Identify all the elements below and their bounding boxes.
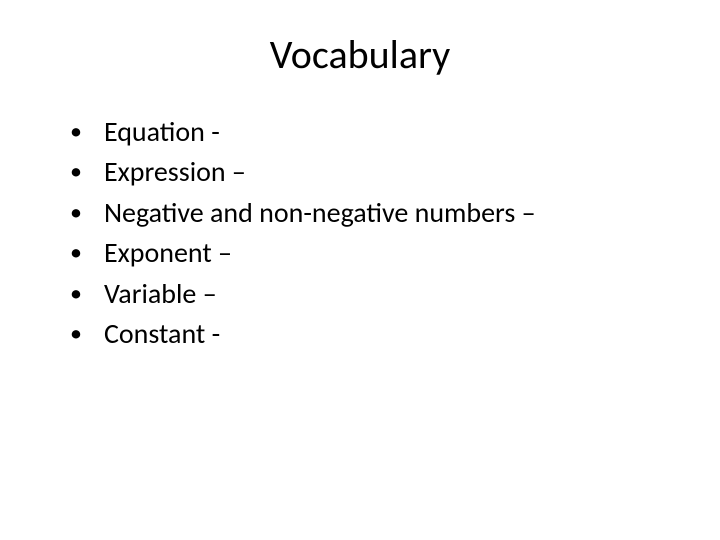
- bullet-icon: •: [70, 276, 82, 312]
- bullet-icon: •: [70, 235, 82, 271]
- vocabulary-list: • Equation - • Expression – • Negative a…: [60, 114, 660, 352]
- list-item-label: Equation -: [104, 114, 660, 150]
- bullet-icon: •: [70, 316, 82, 352]
- list-item-label: Expression –: [104, 154, 660, 190]
- bullet-icon: •: [70, 195, 82, 231]
- list-item: • Constant -: [70, 316, 660, 352]
- list-item-label: Constant -: [104, 316, 660, 352]
- list-item: • Variable –: [70, 276, 660, 312]
- list-item-label: Negative and non-negative numbers –: [104, 195, 660, 231]
- bullet-icon: •: [70, 154, 82, 190]
- list-item-label: Exponent –: [104, 235, 660, 271]
- slide-title: Vocabulary: [60, 30, 660, 79]
- list-item-label: Variable –: [104, 276, 660, 312]
- list-item: • Exponent –: [70, 235, 660, 271]
- list-item: • Expression –: [70, 154, 660, 190]
- list-item: • Negative and non-negative numbers –: [70, 195, 660, 231]
- bullet-icon: •: [70, 114, 82, 150]
- list-item: • Equation -: [70, 114, 660, 150]
